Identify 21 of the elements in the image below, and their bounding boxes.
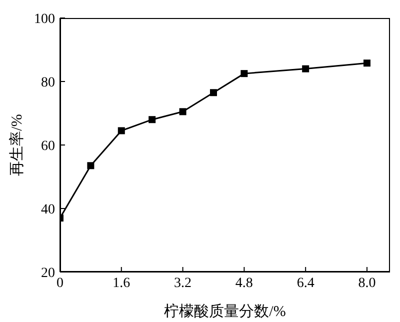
x-tick-label: 1.6	[112, 276, 130, 291]
point	[179, 108, 186, 116]
y-tick-label: 40	[41, 202, 55, 218]
y-tick-label: 60	[41, 138, 55, 154]
point	[148, 116, 156, 124]
point	[302, 65, 310, 72]
y-tick-label: 100	[34, 12, 55, 27]
y-tick-label: 20	[41, 266, 55, 281]
point	[210, 89, 217, 96]
point	[363, 60, 370, 67]
x-tick-label: 8.0	[358, 276, 376, 291]
x-tick-label: 3.2	[174, 276, 192, 291]
y-tick-label: 80	[41, 75, 55, 90]
x-tick-label: 4.8	[235, 276, 253, 291]
point	[118, 127, 125, 134]
x-tick-label: 0	[56, 276, 64, 291]
point	[87, 162, 94, 170]
point	[240, 70, 248, 78]
x-axis-title: 柠檬酸质量分数/%	[164, 303, 286, 320]
x-tick-label: 6.4	[296, 276, 314, 291]
y-axis-title: 再生率/%	[8, 114, 26, 176]
